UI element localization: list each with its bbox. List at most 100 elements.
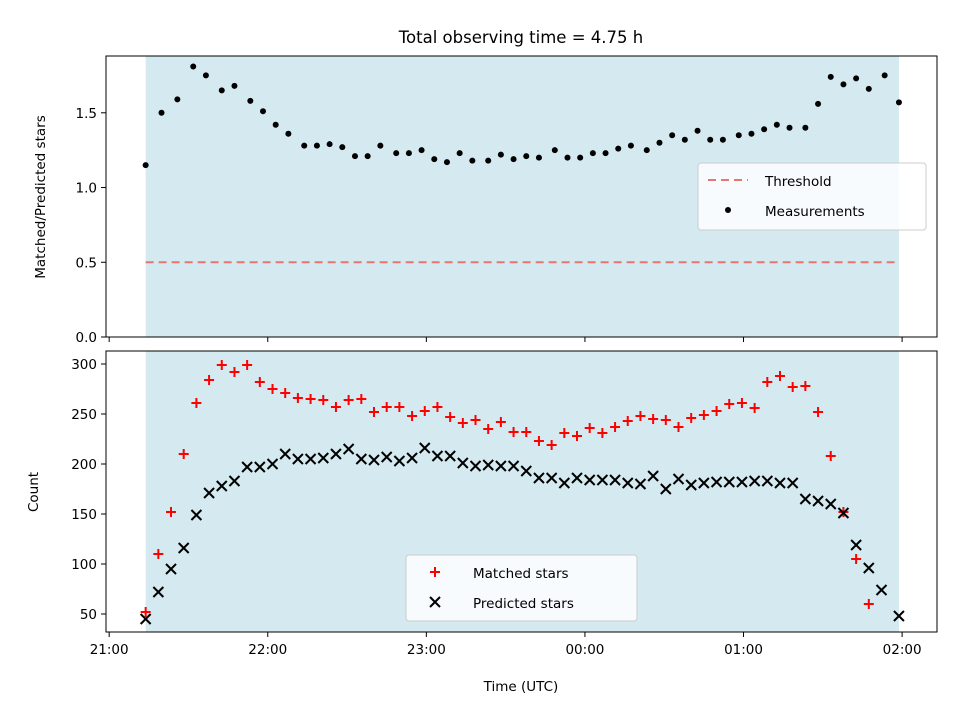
predicted-star-point [825, 498, 837, 510]
matched-star-point [622, 416, 633, 426]
matched-star-point [483, 424, 494, 434]
count-axes-frame [105, 350, 938, 633]
matched-star-point [584, 423, 595, 433]
predicted-star-point [254, 461, 266, 473]
ratio-axes-frame [105, 55, 938, 338]
matched-star-point [280, 388, 291, 398]
measurement-point [174, 96, 181, 103]
x-axis-label: Time (UTC) [483, 679, 559, 695]
predicted-star-point [596, 474, 609, 486]
matched-star-point [369, 407, 380, 417]
measurement-point [773, 121, 780, 128]
y-tick-label: 300 [71, 357, 97, 373]
predicted-star-point [533, 472, 545, 484]
measurement-point [895, 99, 902, 106]
predicted-star-point [736, 476, 748, 488]
predicted-star-point [368, 454, 380, 466]
matched-star-point [153, 549, 164, 559]
legend-box [697, 162, 927, 231]
measurement-point [377, 142, 384, 149]
matched-star-point [229, 367, 240, 377]
legend-matched-swatch [430, 567, 440, 577]
x-tick-label: 01:00 [724, 642, 763, 658]
measurement-point [694, 127, 701, 134]
matched-star-point [546, 440, 557, 450]
predicted-star-point [672, 473, 685, 485]
measurement-point [815, 100, 822, 107]
measurement-point [643, 147, 650, 154]
matched-star-point [470, 415, 481, 425]
measurement-point [681, 136, 688, 143]
chart-title: Total observing time = 4.75 h [398, 28, 643, 47]
predicted-star-point [304, 453, 317, 465]
predicted-star-point [292, 453, 304, 465]
measurement-point [510, 156, 517, 163]
predicted-star-point [228, 475, 241, 487]
matched-star-point [242, 360, 253, 370]
predicted-star-point [748, 475, 761, 487]
matched-star-point [736, 398, 747, 408]
measurement-point [735, 132, 742, 139]
measurements-points [142, 63, 902, 169]
matched-star-point [863, 599, 874, 609]
measurement-point [589, 150, 596, 157]
predicted-star-point [431, 450, 444, 462]
matched-star-point [381, 402, 392, 412]
count-y-axis-label: Count [26, 472, 42, 512]
y-tick-label: 1.5 [76, 106, 97, 122]
matched-star-point [698, 410, 709, 420]
matched-star-point [660, 415, 671, 425]
measurement-point [840, 81, 847, 88]
predicted-star-point [647, 470, 659, 482]
matched-star-point [166, 507, 177, 517]
predicted-star-point [799, 493, 812, 505]
x-tick-label: 21:00 [90, 642, 129, 658]
ratio-panel: 0.0 0.5 1.0 1.5 Total observing time = 4.75… [33, 28, 938, 346]
matched-star-point [724, 399, 735, 409]
measurement-point [326, 141, 333, 148]
x-tick-label: 22:00 [248, 642, 287, 658]
matched-star-point [533, 436, 544, 446]
measurement-point [669, 132, 676, 139]
predicted-star-point [520, 465, 532, 477]
matched-star-point [216, 360, 227, 370]
measurement-point [469, 157, 476, 164]
matched-star-point [305, 394, 316, 404]
ratio-legend: Threshold Measurements [697, 162, 927, 231]
predicted-star-point [893, 610, 905, 622]
predicted-star-point [609, 474, 621, 486]
matched-star-point [356, 394, 367, 404]
measurement-point [719, 136, 726, 143]
y-tick-label: 50 [80, 607, 97, 623]
predicted-star-point [444, 450, 456, 462]
y-tick-label: 1.0 [76, 181, 97, 197]
y-tick-label: 200 [71, 457, 97, 473]
measurement-point [142, 162, 149, 169]
predicted-star-point [571, 472, 583, 484]
matched-star-point [559, 428, 570, 438]
predicted-star-point [685, 479, 697, 491]
matched-star-point [191, 398, 202, 408]
predicted-star-point [710, 476, 723, 488]
predicted-star-point [660, 483, 672, 495]
measurement-point [202, 72, 209, 79]
matched-star-point [787, 382, 798, 392]
predicted-star-point [622, 477, 634, 489]
measurement-point [761, 126, 768, 133]
measurement-point [272, 121, 279, 128]
matched-star-point [292, 393, 303, 403]
matched-star-point [851, 554, 862, 564]
predicted-star-point [761, 475, 774, 487]
measurement-point [260, 108, 267, 115]
matched-star-point [686, 413, 697, 423]
predicted-star-point [266, 458, 279, 470]
predicted-star-point [190, 509, 203, 521]
predicted-star-point [812, 495, 824, 507]
measurement-point [602, 150, 609, 157]
matched-star-point [495, 417, 506, 427]
measurement-point [339, 144, 346, 151]
predicted-star-point [406, 452, 418, 464]
predicted-star-point [342, 443, 355, 455]
legend-box [405, 554, 638, 622]
